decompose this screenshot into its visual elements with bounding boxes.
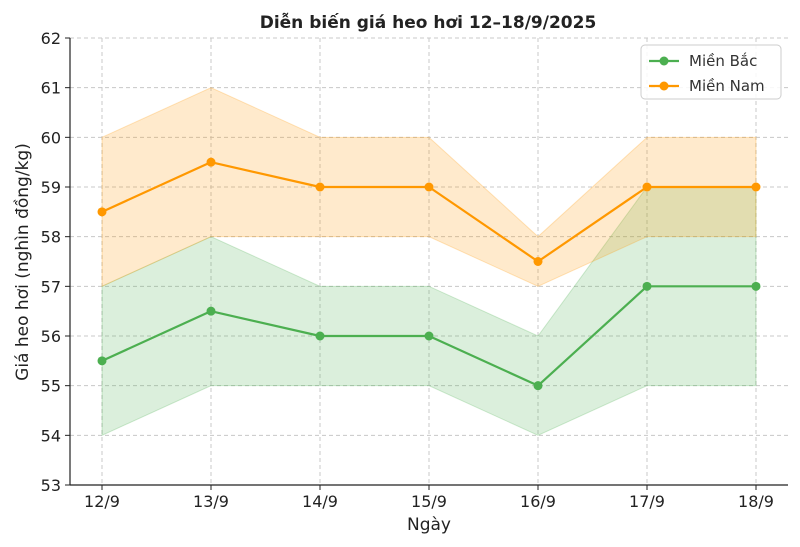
y-tick-labels: 53 54 55 56 57 58 59 60 61 62	[41, 29, 61, 495]
x-tick-label: 17/9	[629, 492, 665, 511]
data-point	[642, 182, 652, 192]
data-point	[533, 257, 543, 266]
grid-lines	[70, 37, 788, 486]
x-tick-label: 13/9	[193, 492, 229, 511]
data-point	[97, 207, 107, 217]
data-point	[751, 182, 761, 192]
legend-marker	[659, 81, 669, 91]
data-point	[97, 356, 107, 366]
y-tick-label: 61	[41, 79, 61, 98]
data-point	[642, 281, 652, 291]
legend-label: Miền Bắc	[689, 52, 757, 70]
y-tick-label: 53	[41, 476, 61, 495]
x-tick-label: 14/9	[302, 492, 338, 511]
legend-label: Miền Nam	[689, 77, 765, 95]
y-tick-label: 57	[41, 277, 61, 296]
y-tick-label: 58	[41, 228, 61, 247]
data-point	[315, 182, 325, 192]
x-tick-label: 16/9	[520, 492, 556, 511]
data-point	[206, 157, 216, 167]
data-point	[315, 331, 325, 341]
axes	[65, 37, 788, 490]
y-tick-label: 62	[41, 29, 61, 48]
legend: Miền Bắc Miền Nam	[640, 44, 782, 100]
data-point	[424, 182, 434, 192]
y-tick-label: 59	[41, 178, 61, 197]
data-point	[533, 381, 543, 391]
y-tick-label: 54	[41, 426, 61, 445]
series-points	[97, 157, 761, 391]
x-tick-label: 12/9	[84, 492, 120, 511]
legend-marker	[659, 56, 669, 66]
y-tick-label: 56	[41, 327, 61, 346]
x-tick-label: 15/9	[411, 492, 447, 511]
y-axis-title: Giá heo hơi (nghìn đồng/kg)	[12, 143, 33, 381]
y-tick-label: 60	[41, 128, 61, 147]
range-band-1	[101, 186, 757, 437]
x-axis-title: Ngày	[407, 515, 451, 535]
y-tick-label: 55	[41, 377, 61, 396]
data-point	[751, 281, 761, 291]
range-bands	[101, 87, 757, 437]
x-tick-label: 18/9	[738, 492, 774, 511]
chart-title: Diễn biến giá heo hơi 12–18/9/2025	[260, 11, 597, 33]
x-tick-labels: 12/9 13/9 14/9 15/9 16/9 17/9 18/9	[84, 492, 774, 511]
data-point	[206, 306, 216, 316]
data-point	[424, 331, 434, 341]
